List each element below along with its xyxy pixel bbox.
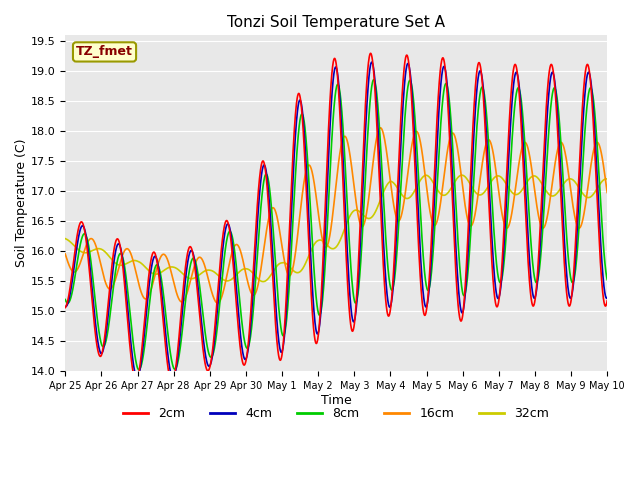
Y-axis label: Soil Temperature (C): Soil Temperature (C) (15, 139, 28, 267)
Legend: 2cm, 4cm, 8cm, 16cm, 32cm: 2cm, 4cm, 8cm, 16cm, 32cm (118, 402, 554, 425)
Title: Tonzi Soil Temperature Set A: Tonzi Soil Temperature Set A (227, 15, 445, 30)
Text: TZ_fmet: TZ_fmet (76, 46, 133, 59)
X-axis label: Time: Time (321, 394, 351, 407)
